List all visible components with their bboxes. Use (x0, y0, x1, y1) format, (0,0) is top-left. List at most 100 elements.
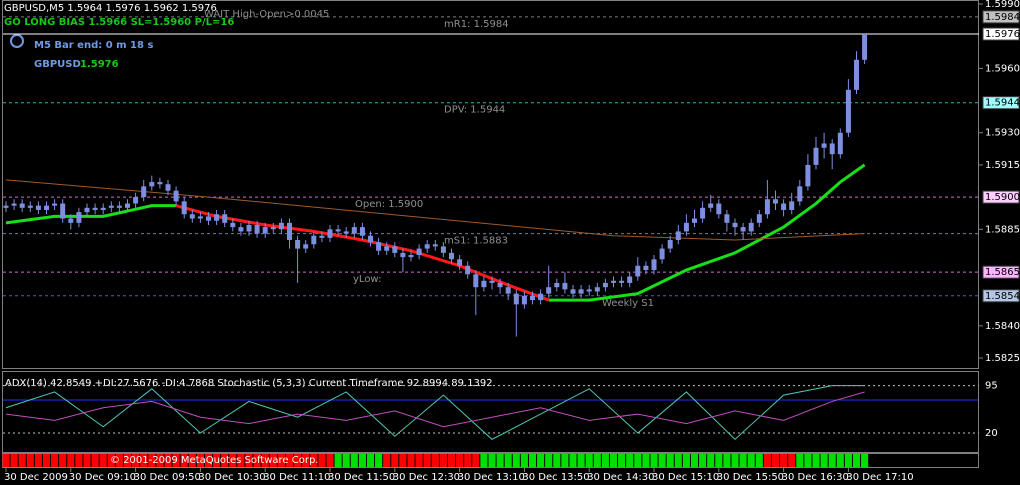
candle-body (724, 214, 730, 223)
candle-body (376, 242, 382, 251)
candle-body (611, 280, 616, 283)
trend-cell (836, 454, 844, 467)
candle-body (92, 207, 98, 210)
candle-body (100, 207, 106, 210)
y-tick-label: 1.5825 (985, 353, 1020, 364)
candle-body (384, 246, 390, 251)
y-tick-label: 1.5840 (985, 321, 1020, 332)
footer: © 2001-2009 MetaQuotes Software Corp. (110, 455, 318, 466)
price-marker (982, 190, 1020, 204)
candle-body (773, 199, 778, 204)
trend-cell (755, 454, 763, 467)
candle-body (457, 259, 463, 266)
y-tick-label: 1.5930 (985, 128, 1020, 139)
trend-cell (213, 454, 221, 467)
candle-body (513, 293, 519, 305)
trend-cell (520, 454, 528, 467)
trend-cell (140, 454, 148, 467)
candle-body (789, 201, 795, 210)
candle-body (432, 244, 438, 247)
candle-body (52, 203, 58, 206)
trend-cell (609, 454, 618, 467)
trend-cell (51, 454, 59, 467)
candle-body (60, 203, 66, 219)
trend-cell (91, 454, 99, 467)
candle-body (133, 197, 139, 204)
candle-body (862, 34, 868, 60)
candle-body (578, 289, 584, 294)
candle-body (845, 89, 851, 133)
trend-cell (820, 454, 828, 467)
annotation: GBPUSD (34, 59, 81, 70)
trend-cell (545, 454, 553, 467)
candle-body (246, 224, 252, 232)
trend-cell (763, 454, 771, 467)
moving-average (5, 163, 866, 302)
candle-body (206, 216, 211, 221)
candle-body (570, 289, 576, 294)
trend-cell (780, 454, 788, 467)
candle-body (76, 212, 82, 223)
trend-cell (731, 454, 739, 467)
trend-cell (2, 454, 10, 467)
sub-tick-label: 95 (985, 381, 998, 392)
annotation: 1.5976 (80, 59, 119, 70)
trend-cell (83, 454, 91, 467)
y-tick-label: 1.5990 (985, 0, 1020, 10)
candle-body (35, 205, 41, 210)
candle-body (222, 214, 228, 223)
candle-body (659, 248, 665, 260)
price-marker (982, 27, 1020, 41)
trend-cell (383, 454, 391, 467)
trend-cell (375, 454, 383, 467)
y-tick-label: 1.5915 (985, 160, 1020, 171)
trend-cell (804, 454, 812, 467)
trend-cell (358, 454, 366, 467)
y-tick-label: 1.5885 (985, 224, 1020, 235)
trend-cell (229, 454, 237, 467)
candle-body (530, 295, 535, 301)
trend-cell (852, 454, 861, 467)
trend-cell (172, 454, 180, 467)
trend-cell (164, 454, 172, 467)
x-tick-label: 30 Dec 11:50 (328, 472, 395, 483)
trend-cell (796, 454, 804, 467)
trend-cell (342, 454, 350, 467)
main-panel (2, 0, 979, 369)
candle-body (521, 295, 527, 305)
trend-cell (431, 454, 439, 467)
trend-cell (391, 454, 399, 467)
price-marker-label: 1.5944 (985, 98, 1020, 109)
price-marker-label: 1.5976 (985, 29, 1020, 40)
candle-body (303, 244, 309, 249)
clock-icon (10, 34, 24, 48)
level-label: Open: 1.5900 (355, 199, 423, 210)
candle-body (368, 235, 373, 243)
trend-cell (196, 454, 204, 467)
x-tick-label: 30 Dec 2009 (4, 472, 68, 483)
trend-cell (699, 454, 707, 467)
candle-body (189, 214, 195, 219)
sub-title: ADX(14) 42.8549 +DI:27.5676 -DI:4.7868 S… (5, 378, 493, 389)
level-label: mR1: 1.5984 (444, 19, 509, 30)
trend-cell (439, 454, 447, 467)
candle-body (149, 182, 155, 187)
candle-body (230, 222, 236, 228)
candle-body (197, 216, 203, 219)
trend-cell (861, 454, 869, 467)
candle-body (173, 190, 179, 202)
trend-cell (148, 454, 156, 467)
trend-cell (237, 454, 245, 467)
trend-cell (747, 454, 755, 467)
trend-cell (739, 454, 747, 467)
trend-cell (26, 454, 34, 467)
trend-cell (464, 454, 472, 467)
trend-cell (115, 454, 123, 467)
candle-body (683, 222, 689, 232)
trend-cell (245, 454, 253, 467)
candle-body (854, 59, 859, 90)
trend-cell (277, 454, 285, 467)
candle-body (740, 227, 746, 232)
